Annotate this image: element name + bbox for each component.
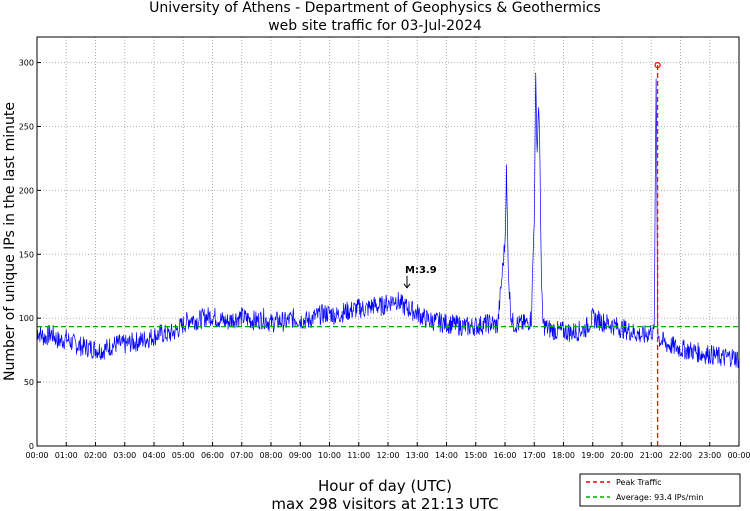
series-layer (36, 62, 740, 446)
y-tick-label: 100 (19, 314, 34, 323)
x-tick-label: 20:00 (610, 451, 633, 460)
event-annotation-label: M:3.9 (405, 265, 437, 276)
x-axis-label: Hour of day (UTC) (318, 477, 452, 495)
x-tick-label: 08:00 (259, 451, 282, 460)
x-tick-label: 01:00 (55, 451, 78, 460)
x-tick-label: 04:00 (142, 451, 165, 460)
legend-peak-label: Peak Traffic (616, 478, 662, 487)
x-tick-label: 00:00 (727, 451, 750, 460)
x-tick-label: 05:00 (172, 451, 195, 460)
x-tick-label: 17:00 (523, 451, 546, 460)
x-tick-label: 12:00 (376, 451, 399, 460)
x-tick-label: 19:00 (581, 451, 604, 460)
y-axis-label: Number of unique IPs in the last minute (2, 102, 18, 381)
y-tick-label: 50 (24, 378, 34, 387)
y-tick-label: 0 (29, 442, 34, 451)
legend-box (579, 473, 741, 507)
x-tick-label: 00:00 (25, 451, 48, 460)
chart-footer: max 298 visitors at 21:13 UTC (271, 495, 498, 511)
x-tick-label: 23:00 (698, 451, 721, 460)
grid-lines (36, 37, 740, 447)
legend: Peak Traffic Average: 93.4 IPs/min (579, 473, 741, 507)
chart-title: University of Athens - Department of Geo… (149, 0, 601, 16)
peak-marker (654, 62, 661, 69)
x-tick-label: 02:00 (84, 451, 107, 460)
x-tick-label: 10:00 (318, 451, 341, 460)
y-tick-label: 300 (19, 59, 34, 68)
x-tick-label: 22:00 (669, 451, 692, 460)
axis-ticks: 00:00 01:00 02:00 03:00 04:00 05:00 06:00 07:00… (19, 59, 750, 460)
x-tick-label: 03:00 (113, 451, 136, 460)
event-annotation: M:3.9 (403, 265, 437, 289)
x-tick-label: 13:00 (406, 451, 429, 460)
x-tick-label: 06:00 (201, 451, 224, 460)
y-tick-label: 250 (19, 122, 34, 131)
traffic-line (36, 72, 740, 369)
legend-average-label: Average: 93.4 IPs/min (616, 493, 703, 502)
chart-subtitle: web site traffic for 03-Jul-2024 (268, 18, 482, 34)
y-tick-label: 150 (19, 250, 34, 259)
x-tick-label: 11:00 (347, 451, 370, 460)
event-annotation-arrowhead (403, 283, 411, 289)
x-tick-label: 09:00 (289, 451, 312, 460)
y-tick-label: 200 (19, 186, 34, 195)
x-tick-label: 14:00 (435, 451, 458, 460)
x-tick-label: 16:00 (493, 451, 516, 460)
x-tick-label: 07:00 (230, 451, 253, 460)
x-tick-label: 15:00 (464, 451, 487, 460)
x-tick-label: 18:00 (552, 451, 575, 460)
x-tick-label: 21:00 (640, 451, 663, 460)
